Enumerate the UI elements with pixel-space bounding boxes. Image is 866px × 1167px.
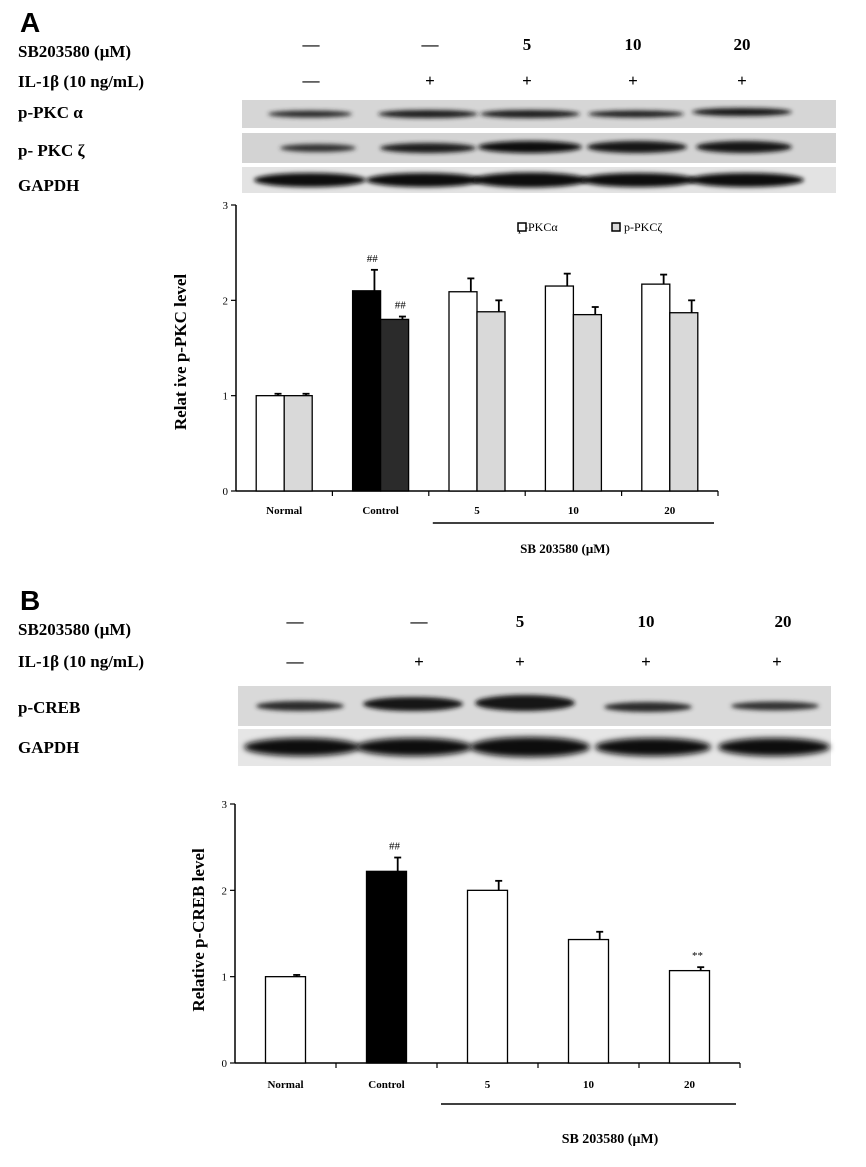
panel-a-sb-lane-5: 20 bbox=[734, 35, 751, 54]
panel-a-blot-strip-2 bbox=[242, 133, 836, 163]
chart-a-bar-s1-c3 bbox=[572, 313, 603, 492]
chart-a-x-tick-label-4: 20 bbox=[664, 505, 676, 517]
chart-a-bar-s1-c0 bbox=[283, 395, 313, 492]
chart-b-y-tick-label-0: 0 bbox=[222, 1058, 228, 1070]
panel-a-sb-lane-4: 10 bbox=[625, 35, 642, 54]
chart-b-x-tick-label-1: Control bbox=[368, 1079, 404, 1091]
panel-b-il-lane-2: + bbox=[414, 652, 424, 671]
chart-b-bar-s0-c2 bbox=[466, 889, 509, 1064]
panel-a-sb-lane-1: — bbox=[302, 35, 321, 54]
chart-a-legend-label-2: p-PKCζ bbox=[624, 220, 662, 234]
chart-a-bar-s0-c3 bbox=[544, 285, 575, 492]
panel-b-sb-lane-1: — bbox=[286, 612, 305, 631]
chart-b-bar-s0-c3 bbox=[567, 938, 610, 1064]
chart-a-x-tick-label-1: Control bbox=[362, 505, 398, 517]
panel-a-il-lane-3: + bbox=[522, 71, 532, 90]
panel-b-il-lane-1: — bbox=[286, 652, 305, 671]
chart-a-bar-s1-c4 bbox=[669, 312, 699, 492]
panel-a-sb-lane-2: — bbox=[421, 35, 440, 54]
panel-a-il-lane-4: + bbox=[628, 71, 638, 90]
chart-a-bar-s1-c2 bbox=[476, 311, 506, 492]
chart-a-x-tick-label-0: Normal bbox=[266, 505, 302, 517]
panel-b-il-lane-4: + bbox=[641, 652, 651, 671]
chart-a-bar-s0-c2 bbox=[448, 291, 478, 492]
chart-b-x-tick-label-2: 5 bbox=[485, 1079, 491, 1091]
chart-b-annotation-1: ** bbox=[692, 950, 703, 962]
chart-a-legend-label-1: p-PKCα bbox=[518, 220, 558, 234]
chart-b-y-axis-label: Relative p-CREB level bbox=[189, 848, 208, 1012]
panel-b-blot-strip-2 bbox=[238, 729, 831, 766]
panel-b-sb-lane-3: 5 bbox=[516, 612, 525, 631]
chart-b-y-tick-label-3: 3 bbox=[222, 799, 228, 811]
panel-b-letter: B bbox=[20, 585, 40, 616]
chart-a-y-tick-label-2: 2 bbox=[223, 295, 229, 307]
chart-b-bracket-label: SB 203580 (μM) bbox=[562, 1132, 659, 1147]
panel-a-letter: A bbox=[20, 7, 40, 38]
chart-a-y-axis-label: Relat ive p-PKC level bbox=[171, 274, 190, 431]
panel-a-il-lane-5: + bbox=[737, 71, 747, 90]
panel-b-il-row-label: IL-1β (10 ng/mL) bbox=[18, 652, 144, 671]
chart-b-y-tick-label-2: 2 bbox=[222, 885, 228, 897]
panel-b-il-lane-3: + bbox=[515, 652, 525, 671]
panel-b-sb-lane-4: 10 bbox=[638, 612, 655, 631]
chart-b-bar-s0-c1 bbox=[365, 870, 408, 1064]
chart-a-bracket-label: SB 203580 (μM) bbox=[520, 541, 610, 556]
panel-a-blot-label-3: GAPDH bbox=[18, 176, 79, 195]
panel-a-blot-strip-1 bbox=[242, 100, 836, 128]
chart-b-bar-s0-c4 bbox=[668, 969, 711, 1064]
chart-a-y-tick-label-1: 1 bbox=[223, 391, 229, 403]
chart-a: Relat ive p-PKC level p-PKCα p-PKCζ SB 2… bbox=[171, 200, 719, 556]
chart-a-y-tick-label-3: 3 bbox=[223, 200, 229, 212]
chart-a-annotation-1: ## bbox=[395, 300, 407, 312]
chart-a-bar-s0-c4 bbox=[641, 283, 671, 492]
chart-b-bar-s0-c0 bbox=[264, 976, 307, 1064]
panel-a-blot-label-1: p-PKC α bbox=[18, 103, 83, 122]
panel-a-il-row-label: IL-1β (10 ng/mL) bbox=[18, 72, 144, 91]
chart-a-legend-swatch-0 bbox=[517, 222, 527, 232]
chart-b-y-tick-label-1: 1 bbox=[222, 972, 228, 984]
chart-a-bar-s0-c1 bbox=[351, 290, 382, 492]
chart-a-bar-s1-c1 bbox=[379, 318, 410, 492]
panel-b-sb-lane-2: — bbox=[410, 612, 429, 631]
panel-b-sb-lane-5: 20 bbox=[775, 612, 792, 631]
chart-a-bar-s0-c0 bbox=[255, 395, 285, 492]
chart-b-x-tick-label-3: 10 bbox=[583, 1079, 595, 1091]
panel-a-il-lane-2: + bbox=[425, 71, 435, 90]
panel-b-il-lane-5: + bbox=[772, 652, 782, 671]
chart-b-annotation-0: ## bbox=[389, 841, 401, 853]
panel-b-blot-label-1: p-CREB bbox=[18, 698, 80, 717]
chart-b-x-tick-label-0: Normal bbox=[267, 1079, 303, 1091]
chart-a-legend-swatch-1 bbox=[611, 222, 621, 232]
chart-b: Relative p-CREB level SB 203580 (μM) 0 1 2… bbox=[189, 799, 741, 1147]
panel-a-il-lane-1: — bbox=[302, 71, 321, 90]
panel-b-blot-label-2: GAPDH bbox=[18, 738, 79, 757]
panel-a-sb-row-label: SB203580 (μM) bbox=[18, 42, 131, 61]
panel-b-blot-strip-1 bbox=[238, 686, 831, 726]
chart-b-x-tick-label-4: 20 bbox=[684, 1079, 696, 1091]
chart-a-y-tick-label-0: 0 bbox=[223, 486, 229, 498]
chart-a-annotation-0: ## bbox=[367, 253, 379, 265]
panel-b-sb-row-label: SB203580 (μM) bbox=[18, 620, 131, 639]
panel-a-blot-label-2: p- PKC ζ bbox=[18, 141, 86, 160]
panel-a-sb-lane-3: 5 bbox=[523, 35, 532, 54]
chart-a-x-tick-label-2: 5 bbox=[474, 505, 480, 517]
chart-a-x-tick-label-3: 10 bbox=[568, 505, 580, 517]
panel-a-blot-strip-3 bbox=[242, 167, 836, 193]
